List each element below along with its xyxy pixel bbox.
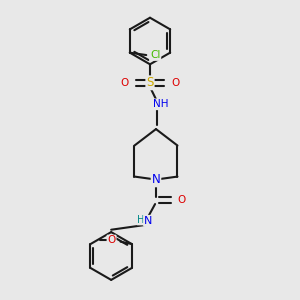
Text: H: H	[137, 214, 145, 225]
Text: O: O	[171, 78, 179, 88]
Text: N: N	[144, 216, 152, 226]
Text: S: S	[146, 76, 154, 89]
Text: Cl: Cl	[150, 50, 160, 60]
Text: NH: NH	[153, 99, 168, 109]
Text: O: O	[121, 78, 129, 88]
Text: O: O	[107, 236, 116, 245]
Text: O: O	[178, 196, 186, 206]
Text: N: N	[152, 173, 160, 186]
